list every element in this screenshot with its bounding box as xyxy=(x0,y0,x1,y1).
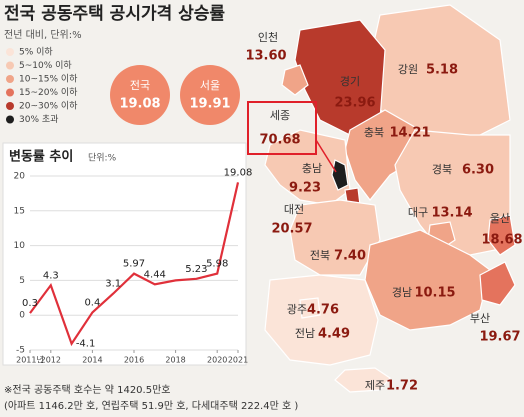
y-tick-label: -5 xyxy=(16,346,25,356)
region-value: 19.67 xyxy=(479,330,520,345)
region xyxy=(289,199,381,276)
region-value: 10.15 xyxy=(414,286,455,301)
region-name: 인천 xyxy=(258,30,278,44)
footnote: ※전국 공동주택 호수는 약 1420.5만호 xyxy=(4,384,170,396)
callout-value: 19.08 xyxy=(119,97,160,112)
region-name: 대구 xyxy=(408,206,428,219)
region-name: 제주 xyxy=(365,379,385,392)
callout-circle xyxy=(180,65,240,125)
data-label: 5.98 xyxy=(206,259,228,270)
y-tick-label: 10 xyxy=(14,241,26,251)
region-name: 충북 xyxy=(364,126,384,139)
x-tick-label: 2018 xyxy=(165,356,185,365)
region-value: 14.21 xyxy=(389,126,430,141)
map xyxy=(264,4,516,393)
legend-swatch xyxy=(6,75,14,83)
region-name: 충남 xyxy=(302,162,322,175)
data-label: 0.4 xyxy=(84,297,100,308)
region-name: 전남 xyxy=(295,327,315,340)
region xyxy=(344,109,421,201)
region-value: 18.68 xyxy=(481,233,522,248)
region-name: 경기 xyxy=(340,75,360,88)
data-line xyxy=(29,182,240,347)
region xyxy=(264,274,379,366)
x-tick-label: 2016 xyxy=(124,356,144,365)
data-label: -4.1 xyxy=(76,339,96,350)
region-name: 세종 xyxy=(270,109,290,122)
data-label: 0.3 xyxy=(22,298,38,309)
callout-name: 전국 xyxy=(130,79,150,92)
x-tick-label: 2021 xyxy=(228,356,248,365)
chart-panel xyxy=(2,142,247,366)
legend-label: 20~30% 이하 xyxy=(19,101,78,112)
data-label: 19.08 xyxy=(224,167,253,178)
region-value: 20.57 xyxy=(271,222,312,237)
data-label: 4.44 xyxy=(144,269,166,280)
sejong-box xyxy=(247,101,317,155)
region-value: 13.14 xyxy=(431,206,472,221)
region-value: 4.49 xyxy=(318,327,350,342)
region xyxy=(281,64,309,96)
region-value: 7.40 xyxy=(334,249,366,264)
legend-swatch xyxy=(6,115,14,124)
y-tick-label: 0 xyxy=(19,311,25,321)
footnote: (아파트 1146.2만 호, 연립주택 51.9만 호, 다세대주택 222.… xyxy=(4,399,298,412)
region xyxy=(334,367,391,393)
region xyxy=(299,297,321,319)
region xyxy=(479,261,516,306)
data-label: 5.97 xyxy=(123,259,145,270)
x-tick-label: 2020 xyxy=(207,356,227,365)
region-value: 70.68 xyxy=(259,133,300,148)
y-tick-label: 15 xyxy=(14,206,25,216)
callout-name: 서울 xyxy=(200,79,220,92)
region-name: 전북 xyxy=(310,249,330,262)
region-name: 경북 xyxy=(432,163,452,176)
legend-label: 30% 초과 xyxy=(19,114,58,125)
y-tick-label: 5 xyxy=(19,276,25,286)
legend-swatch xyxy=(6,102,14,110)
region-value: 5.18 xyxy=(426,63,458,78)
y-tick-label: 20 xyxy=(14,172,26,182)
callout-value: 19.91 xyxy=(189,97,230,112)
legend-label: 5% 이하 xyxy=(19,47,53,58)
chart-unit: 단위:% xyxy=(88,153,117,164)
region-name: 강원 xyxy=(398,63,418,76)
x-tick-label: 2011년 xyxy=(16,355,44,365)
region-value: 1.72 xyxy=(386,379,418,394)
region-value: 23.96 xyxy=(334,96,375,111)
data-label: 3.1 xyxy=(105,279,121,290)
subtitle: 전년 대비, 단위:% xyxy=(4,28,82,41)
region-value: 4.76 xyxy=(307,303,339,318)
title: 전국 공동주택 공시가격 상승률 xyxy=(4,4,225,24)
region xyxy=(331,159,349,191)
legend-swatch xyxy=(6,88,14,97)
region-name: 부산 xyxy=(470,312,490,325)
region xyxy=(364,229,491,331)
legend-swatch xyxy=(6,61,14,70)
x-tick-label: 2012 xyxy=(41,356,61,365)
legend-swatch xyxy=(6,48,14,56)
chart-title: 변동률 추이 xyxy=(9,149,73,165)
legend-label: 10~15% 이하 xyxy=(19,74,78,85)
legend-label: 5~10% 이하 xyxy=(19,60,72,71)
legend-label: 15~20% 이하 xyxy=(19,87,78,98)
region-name: 대전 xyxy=(284,203,304,216)
data-label: 4.3 xyxy=(43,270,59,281)
region-name: 울산 xyxy=(490,212,510,225)
region-name: 광주 xyxy=(287,303,307,316)
region-name: 경남 xyxy=(392,286,412,299)
callout-circle xyxy=(110,65,170,125)
sejong-pointer xyxy=(315,139,337,173)
region-value: 9.23 xyxy=(289,181,321,196)
region xyxy=(487,214,516,256)
x-tick-label: 2014 xyxy=(82,356,102,365)
region-value: 13.60 xyxy=(245,49,286,64)
region-value: 6.30 xyxy=(462,163,494,178)
data-label: 5.23 xyxy=(185,264,207,275)
